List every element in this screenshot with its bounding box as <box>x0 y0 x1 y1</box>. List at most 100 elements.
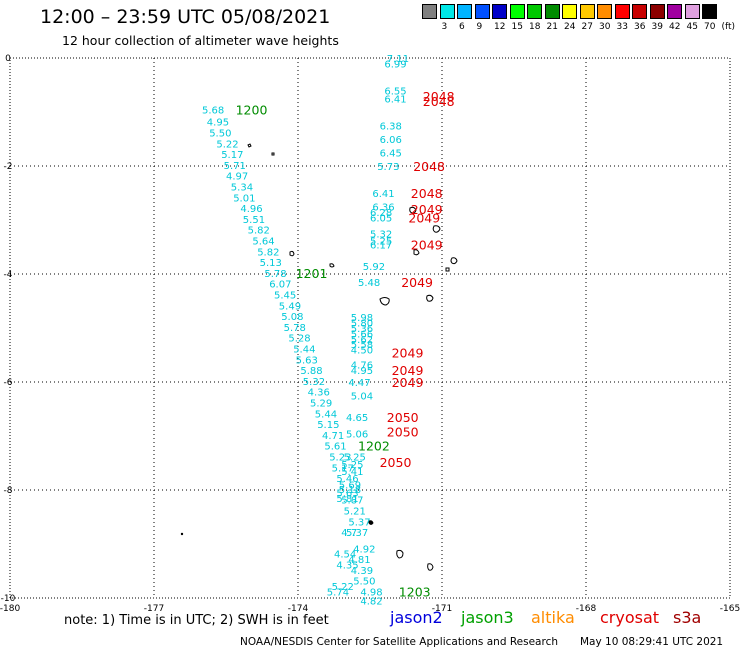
island-outline <box>396 549 404 559</box>
legend-swatch <box>632 4 647 19</box>
wave-height-label: 5.37 <box>346 528 368 539</box>
wave-height-label: 5.48 <box>358 278 380 289</box>
wave-height-label: 5.50 <box>353 577 375 588</box>
wave-height-label: 4.92 <box>353 544 375 555</box>
legend-label: 18 <box>529 22 541 32</box>
legend-swatch <box>492 4 507 19</box>
wave-height-label: 6.41 <box>384 95 406 106</box>
wave-height-label: 5.50 <box>209 129 231 140</box>
pass-time-label: 2049 <box>411 237 443 252</box>
legend-swatch <box>597 4 612 19</box>
wave-height-label: 6.38 <box>380 122 402 133</box>
island-outline <box>426 294 434 302</box>
x-tick-label: -168 <box>576 604 597 614</box>
wave-height-label: 5.23 <box>329 453 351 464</box>
wave-height-label: 5.22 <box>216 139 238 150</box>
island-outline <box>329 263 335 268</box>
wave-height-label: 6.06 <box>380 135 402 146</box>
wave-height-label: 5.92 <box>363 262 385 273</box>
pass-time-label: 2049 <box>392 375 424 390</box>
y-tick-label: 0 <box>5 54 11 64</box>
wave-height-label: 5.25 <box>370 237 392 248</box>
wave-height-label: 5.74 <box>327 588 349 599</box>
pass-time-label: 2048 <box>411 186 443 201</box>
pass-time-label: 2049 <box>401 275 433 290</box>
wave-height-label: 5.18 <box>339 485 361 496</box>
legend-swatch <box>457 4 472 19</box>
footer-note: note: 1) Time is in UTC; 2) SWH is in fe… <box>64 613 329 628</box>
wave-height-label: 4.71 <box>322 431 344 442</box>
legend-swatch <box>509 4 525 19</box>
wave-height-label: 5.64 <box>252 237 274 248</box>
satellite-cryosat: cryosat <box>600 608 660 627</box>
wave-height-label: 5.32 <box>370 230 392 241</box>
wave-height-label: 4.50 <box>351 346 373 357</box>
axis-tick-labels: -180 -177 -174 -171 -168 -165 0 -2 -4 -6 -8 -10 <box>0 54 740 614</box>
pass-time-labels: 1200120112021203204820482048204820492049… <box>236 89 455 600</box>
x-tick-label: -174 <box>288 604 309 614</box>
satellite-s3a: s3a <box>673 608 702 627</box>
pass-time-label: 2048 <box>423 89 455 104</box>
legend-label: 15 <box>511 22 523 32</box>
wave-height-label: 4.95 <box>207 118 229 129</box>
wave-height-label: 5.62 <box>351 335 373 346</box>
jason-track-east: 7.116.996.556.416.386.066.455.736.416.36… <box>327 54 409 608</box>
legend-swatch <box>702 4 717 19</box>
island-outline <box>445 267 450 272</box>
wave-height-label: 5.78 <box>284 323 306 334</box>
legend-label: 33 <box>616 22 628 32</box>
wave-height-label: 6.99 <box>384 59 406 70</box>
wave-height-label: 6.36 <box>372 203 394 214</box>
island-outline <box>409 206 417 214</box>
legend-label: 6 <box>459 22 465 32</box>
wave-height-label: 4.7 <box>341 528 357 539</box>
wave-height-label: 5.41 <box>341 467 363 478</box>
legend-label: 39 <box>651 22 663 32</box>
island-outline <box>450 257 458 265</box>
wave-height-label: 4.47 <box>348 378 370 389</box>
wave-height-label: 4.35 <box>336 561 358 572</box>
legend-label: 9 <box>476 22 483 32</box>
legend-swatch <box>562 4 577 19</box>
wave-height-label: 5.32 <box>303 377 325 388</box>
pass-time-label: 2050 <box>387 410 419 425</box>
wave-height-label: 5.04 <box>351 392 373 403</box>
wave-height-label: 5.82 <box>257 247 279 258</box>
wave-height-label: 6.28 <box>370 208 392 219</box>
jason-track-west: 5.684.955.505.225.175.714.975.345.014.96… <box>202 105 371 593</box>
wave-height-label: 5.25 <box>344 453 366 464</box>
legend-swatch <box>684 4 700 19</box>
legend-label: 21 <box>546 22 558 32</box>
wave-height-label: 5.63 <box>296 355 318 366</box>
y-tick-label: -4 <box>4 270 13 280</box>
pass-time-label: 2050 <box>387 425 419 440</box>
x-tick-label: -177 <box>144 604 164 614</box>
wave-height-label: 4.82 <box>360 597 382 608</box>
legend-label: 30 <box>599 22 611 32</box>
pass-time-label: 2048 <box>423 94 455 109</box>
x-tick-label: -171 <box>432 604 452 614</box>
wave-height-label: 5.63 <box>336 489 358 500</box>
pass-time-label: 1203 <box>399 585 431 600</box>
wave-height-label: 5.81 <box>336 494 358 505</box>
wave-height-label: 5.58 <box>351 340 373 351</box>
pass-time-label: 2048 <box>413 159 445 174</box>
wave-height-label: 5.25 <box>341 460 363 471</box>
legend-label: 42 <box>669 22 681 32</box>
legend-label: 36 <box>634 22 646 32</box>
legend-label: 27 <box>581 22 593 32</box>
wave-height-label: 5.13 <box>260 258 282 269</box>
legend-unit: (ft) <box>721 22 736 32</box>
wave-height-label: 7.11 <box>387 54 409 65</box>
pass-time-label: 2049 <box>411 202 443 217</box>
y-tick-label: -6 <box>4 378 13 388</box>
pass-time-label: 1201 <box>296 266 328 281</box>
credit-line: NOAA/NESDIS Center for Satellite Applica… <box>240 636 558 648</box>
map-frame <box>9 57 731 599</box>
wave-height-label: 5.37 <box>348 517 370 528</box>
wave-height-label: 5.17 <box>332 463 354 474</box>
wave-height-label: 5.15 <box>317 420 339 431</box>
island-outline <box>379 297 390 306</box>
wave-height-label: 5.69 <box>339 481 361 492</box>
